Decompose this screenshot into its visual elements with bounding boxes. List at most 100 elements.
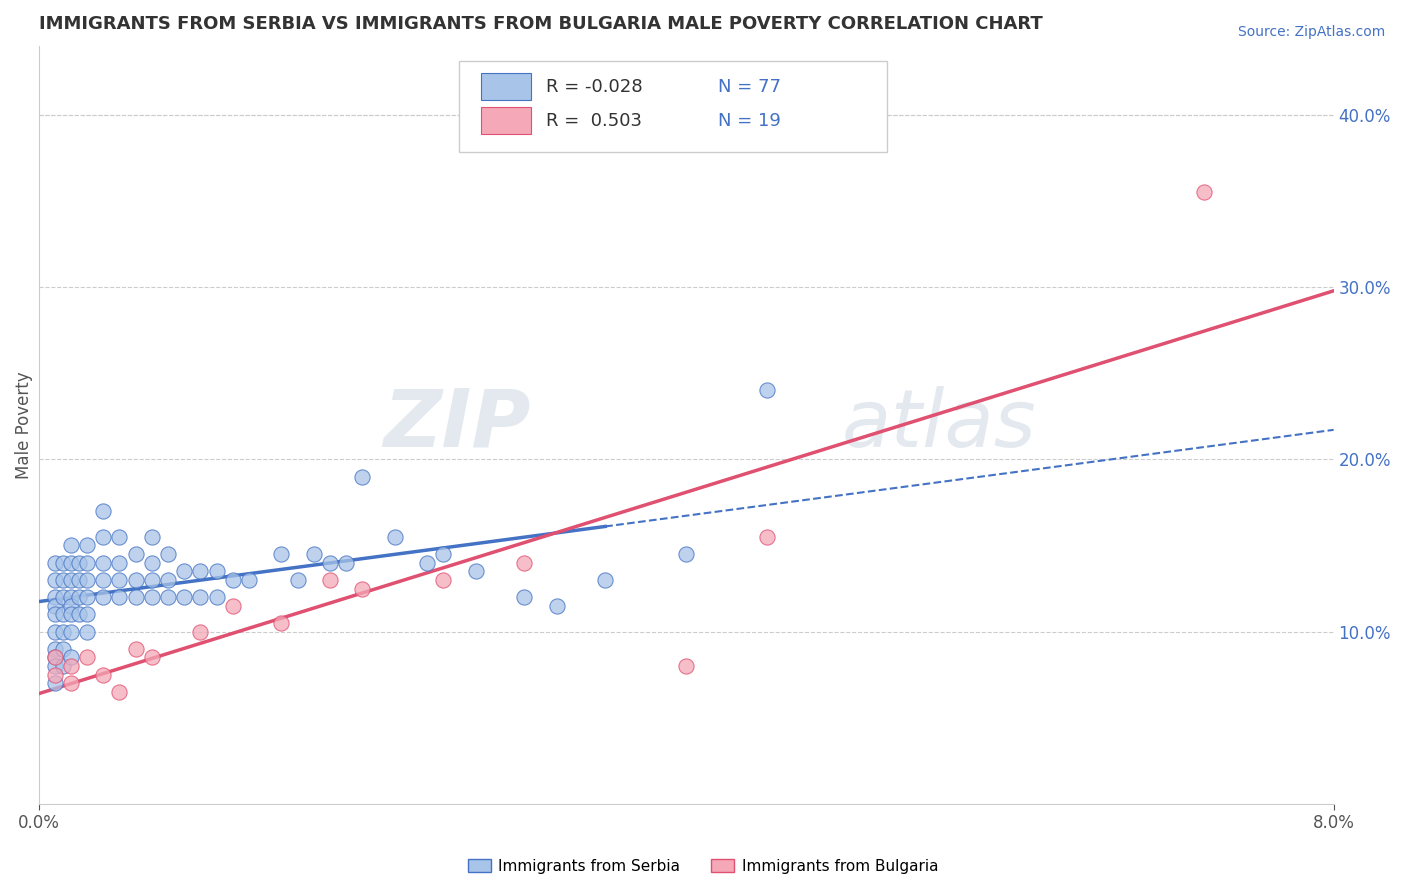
Point — [352, 469, 374, 483]
Text: N = 19: N = 19 — [718, 112, 782, 129]
Text: IMMIGRANTS FROM SERBIA VS IMMIGRANTS FROM BULGARIA MALE POVERTY CORRELATION CHAR: IMMIGRANTS FROM SERBIA VS IMMIGRANTS FRO… — [38, 15, 1042, 33]
Point — [44, 667, 66, 681]
Point — [125, 641, 148, 656]
Point — [352, 582, 374, 596]
Text: atlas: atlas — [842, 386, 1036, 464]
Point — [76, 539, 98, 553]
FancyBboxPatch shape — [481, 107, 530, 135]
Point — [513, 556, 536, 570]
Point — [157, 547, 180, 561]
Point — [52, 659, 75, 673]
Point — [59, 607, 82, 622]
Point — [190, 624, 212, 639]
Point — [76, 624, 98, 639]
Point — [44, 650, 66, 665]
Point — [173, 564, 195, 578]
Point — [59, 590, 82, 604]
Point — [52, 641, 75, 656]
Point — [319, 573, 342, 587]
Point — [44, 599, 66, 613]
Point — [756, 530, 779, 544]
Point — [59, 599, 82, 613]
Point — [44, 590, 66, 604]
Point — [108, 556, 131, 570]
Point — [756, 384, 779, 398]
Point — [205, 564, 228, 578]
Point — [76, 556, 98, 570]
Point — [91, 573, 114, 587]
Point — [513, 590, 536, 604]
Text: ZIP: ZIP — [384, 386, 530, 464]
Point — [91, 590, 114, 604]
Point — [173, 590, 195, 604]
Text: N = 77: N = 77 — [718, 78, 782, 95]
Point — [91, 667, 114, 681]
Point — [416, 556, 439, 570]
Text: R =  0.503: R = 0.503 — [546, 112, 643, 129]
Point — [52, 607, 75, 622]
Point — [335, 556, 357, 570]
Point — [464, 564, 486, 578]
Point — [190, 590, 212, 604]
Point — [157, 573, 180, 587]
Point — [44, 650, 66, 665]
Point — [141, 590, 163, 604]
Point — [44, 659, 66, 673]
Point — [44, 607, 66, 622]
Point — [59, 659, 82, 673]
Point — [205, 590, 228, 604]
Point — [593, 573, 616, 587]
Point — [76, 573, 98, 587]
Point — [141, 530, 163, 544]
Point — [76, 590, 98, 604]
Point — [302, 547, 325, 561]
Point — [44, 573, 66, 587]
Point — [675, 659, 697, 673]
Point — [270, 547, 292, 561]
Point — [319, 556, 342, 570]
Point — [52, 573, 75, 587]
Point — [108, 590, 131, 604]
Point — [270, 615, 292, 630]
Point — [432, 573, 454, 587]
Point — [59, 573, 82, 587]
Point — [44, 624, 66, 639]
Point — [59, 556, 82, 570]
Legend: Immigrants from Serbia, Immigrants from Bulgaria: Immigrants from Serbia, Immigrants from … — [461, 853, 945, 880]
Y-axis label: Male Poverty: Male Poverty — [15, 371, 32, 479]
Point — [432, 547, 454, 561]
Point — [125, 590, 148, 604]
Point — [76, 607, 98, 622]
Point — [108, 530, 131, 544]
Point — [1192, 185, 1215, 199]
Point — [546, 599, 568, 613]
Point — [108, 685, 131, 699]
Point — [91, 530, 114, 544]
Point — [141, 573, 163, 587]
Point — [384, 530, 406, 544]
Point — [91, 504, 114, 518]
Point — [141, 556, 163, 570]
Point — [91, 556, 114, 570]
Point — [67, 556, 90, 570]
Point — [287, 573, 309, 587]
Text: R = -0.028: R = -0.028 — [546, 78, 643, 95]
Point — [238, 573, 260, 587]
Point — [67, 590, 90, 604]
Point — [59, 650, 82, 665]
Point — [125, 547, 148, 561]
Point — [44, 556, 66, 570]
Point — [52, 624, 75, 639]
FancyBboxPatch shape — [481, 73, 530, 100]
Point — [190, 564, 212, 578]
Point — [67, 573, 90, 587]
Point — [59, 539, 82, 553]
Point — [59, 624, 82, 639]
FancyBboxPatch shape — [460, 61, 887, 152]
Point — [52, 590, 75, 604]
Point — [59, 676, 82, 690]
Point — [222, 573, 245, 587]
Point — [108, 573, 131, 587]
Point — [67, 607, 90, 622]
Point — [76, 650, 98, 665]
